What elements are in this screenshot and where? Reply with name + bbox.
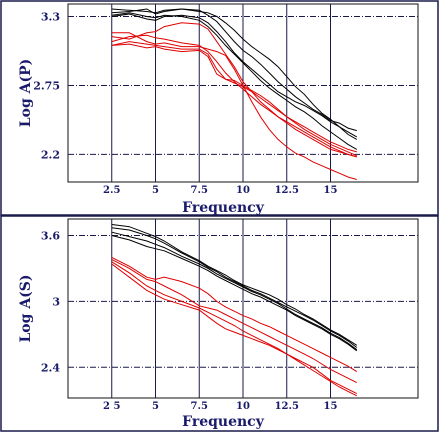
x-tick-label: 5 bbox=[152, 401, 159, 412]
series-line-red bbox=[111, 256, 358, 373]
x-tick-label: 12.5 bbox=[275, 401, 299, 412]
x-tick-label: 7.5 bbox=[191, 401, 208, 412]
y-tick-label: 3 bbox=[52, 295, 60, 308]
series-line-red bbox=[111, 34, 357, 158]
series-line-black bbox=[111, 224, 358, 346]
series-line-black bbox=[111, 227, 358, 348]
x-tick-label: 2.5 bbox=[103, 185, 120, 196]
chart-log-a-p: 2.5 5 7.5 10 12.5 15 2.2 2.75 3.3 Frequency Log A(… bbox=[18, 3, 419, 216]
series-line-red bbox=[111, 22, 357, 158]
series-line-red bbox=[111, 263, 358, 397]
series-line-red bbox=[111, 261, 358, 395]
y-tick-label: 3.6 bbox=[41, 229, 60, 242]
x-tick-label: 10 bbox=[236, 185, 250, 196]
y-tick-label: 2.75 bbox=[33, 79, 60, 92]
y-axis-label: Log A(P) bbox=[18, 59, 34, 127]
x-tick-label: 10 bbox=[236, 401, 250, 412]
y-tick-label: 2.4 bbox=[41, 361, 60, 374]
series-line-red bbox=[111, 43, 357, 157]
x-tick-label: 12.5 bbox=[275, 185, 299, 196]
series-line-black bbox=[111, 235, 358, 352]
series-line-black bbox=[111, 12, 358, 150]
top-panel-frame bbox=[0, 0, 439, 216]
chart-log-a-s: 2 5 5 7.5 10 12.5 15 2.4 3 3.6 Frequency Log A(S) bbox=[18, 218, 419, 430]
x-tick-label: 15 bbox=[324, 185, 338, 196]
y-axis-label: Log A(S) bbox=[18, 274, 34, 342]
series-line-red bbox=[111, 41, 357, 153]
x-tick-label: 15 bbox=[324, 401, 338, 412]
x-axis-label: Frequency bbox=[182, 200, 265, 216]
x-axis-label: Frequency bbox=[182, 414, 265, 430]
y-tick-label: 2.2 bbox=[41, 148, 60, 161]
series-line-black bbox=[111, 8, 357, 132]
x-tick-label: 7.5 bbox=[191, 185, 208, 196]
bottom-panel-frame bbox=[0, 215, 439, 432]
x-tick-label: 5 bbox=[152, 185, 159, 196]
series-line-black bbox=[111, 231, 358, 351]
x-tick-label: 2 5 bbox=[103, 401, 120, 412]
series-line-red bbox=[111, 32, 357, 180]
y-tick-label: 3.3 bbox=[41, 11, 60, 24]
series-line-black bbox=[111, 8, 358, 140]
series-line-black bbox=[111, 13, 358, 138]
series-line-red bbox=[111, 259, 358, 384]
